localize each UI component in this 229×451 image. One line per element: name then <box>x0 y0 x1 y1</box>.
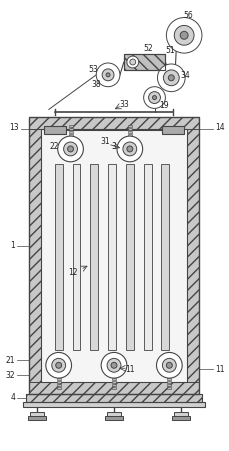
Circle shape <box>129 59 135 65</box>
Circle shape <box>117 136 142 162</box>
Bar <box>55 164 62 350</box>
Bar <box>167 378 171 380</box>
Bar <box>112 384 115 386</box>
Bar <box>72 164 80 350</box>
Bar <box>28 416 46 419</box>
Bar <box>127 125 131 127</box>
Bar <box>44 126 65 134</box>
Bar <box>29 382 198 394</box>
Bar <box>68 134 72 136</box>
Bar <box>57 381 60 383</box>
Circle shape <box>174 25 193 45</box>
Circle shape <box>107 359 120 372</box>
Text: 53: 53 <box>88 65 98 74</box>
Bar <box>112 387 115 389</box>
Circle shape <box>156 352 181 378</box>
Bar <box>143 164 151 350</box>
Bar <box>161 164 169 350</box>
Circle shape <box>102 69 114 81</box>
Text: 34: 34 <box>180 71 189 80</box>
Text: 12: 12 <box>68 268 77 277</box>
Bar <box>162 126 183 134</box>
Text: 51: 51 <box>165 46 174 55</box>
Circle shape <box>148 92 160 103</box>
Bar <box>26 394 201 402</box>
Circle shape <box>168 75 174 81</box>
Circle shape <box>63 142 77 156</box>
Bar <box>107 412 120 416</box>
Bar <box>57 378 60 380</box>
Bar <box>167 387 171 389</box>
Text: 13: 13 <box>10 123 19 132</box>
Text: 31: 31 <box>100 137 109 146</box>
Text: 11: 11 <box>214 365 223 374</box>
Circle shape <box>122 142 136 156</box>
Bar <box>123 54 165 70</box>
Bar <box>127 134 131 136</box>
Bar <box>29 117 41 394</box>
Circle shape <box>52 359 65 372</box>
Bar <box>105 416 122 419</box>
Bar <box>30 412 44 416</box>
Bar <box>41 129 186 382</box>
Text: 52: 52 <box>143 44 153 53</box>
Circle shape <box>106 73 110 77</box>
Circle shape <box>55 362 61 368</box>
Circle shape <box>46 352 71 378</box>
Circle shape <box>143 87 165 108</box>
Text: 4: 4 <box>10 393 15 402</box>
Bar <box>172 416 189 419</box>
Bar <box>125 164 133 350</box>
Circle shape <box>126 146 132 152</box>
Circle shape <box>101 352 126 378</box>
Circle shape <box>67 146 73 152</box>
Circle shape <box>152 96 156 100</box>
Circle shape <box>163 70 178 86</box>
Bar <box>167 384 171 386</box>
Bar <box>29 117 198 394</box>
Circle shape <box>162 359 175 372</box>
Text: 11: 11 <box>125 365 134 374</box>
Bar <box>57 387 60 389</box>
Text: 56: 56 <box>183 11 192 20</box>
Text: 1: 1 <box>11 241 15 250</box>
Circle shape <box>57 136 83 162</box>
Bar <box>26 394 201 402</box>
Circle shape <box>179 32 187 39</box>
Bar <box>112 378 115 380</box>
Bar <box>108 164 115 350</box>
Bar <box>68 128 72 130</box>
Circle shape <box>111 362 117 368</box>
Text: 38: 38 <box>91 80 101 89</box>
Text: 14: 14 <box>214 123 224 132</box>
Text: 22: 22 <box>50 143 59 152</box>
Bar <box>167 381 171 383</box>
Bar <box>57 384 60 386</box>
Bar <box>68 125 72 127</box>
Text: 32: 32 <box>5 371 15 380</box>
Circle shape <box>166 18 201 53</box>
Circle shape <box>166 362 172 368</box>
Text: 33: 33 <box>118 100 128 109</box>
Text: 3: 3 <box>111 143 116 152</box>
Bar <box>90 164 98 350</box>
Bar <box>41 129 186 382</box>
Bar <box>186 117 198 394</box>
Bar <box>174 412 187 416</box>
Bar <box>68 131 72 133</box>
Bar <box>127 128 131 130</box>
Circle shape <box>96 63 119 87</box>
Bar <box>23 402 204 407</box>
Circle shape <box>126 56 138 68</box>
Bar <box>112 381 115 383</box>
Bar <box>29 117 198 129</box>
Text: 19: 19 <box>159 101 169 110</box>
Text: 21: 21 <box>6 356 15 365</box>
Bar <box>127 131 131 133</box>
Bar <box>123 54 165 70</box>
Circle shape <box>157 64 184 92</box>
